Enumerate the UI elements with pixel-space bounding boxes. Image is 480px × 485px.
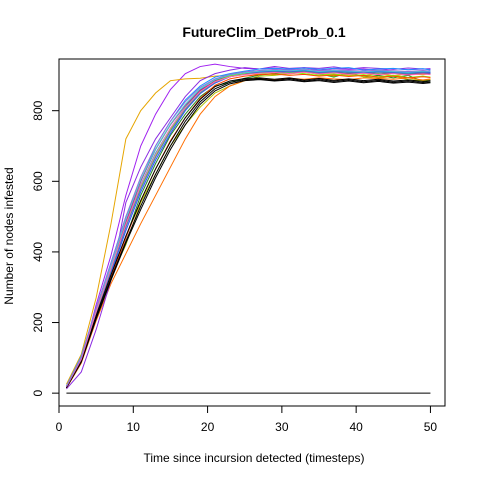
plot-frame	[58, 58, 446, 407]
series-line-21	[65, 68, 431, 387]
series-line-13	[65, 69, 431, 387]
series-line-11	[65, 69, 431, 388]
y-tick-label: 800	[31, 100, 45, 120]
y-tick-label: 400	[31, 242, 45, 262]
y-axis-label: Number of nodes infested	[2, 167, 16, 304]
x-axis-label: Time since incursion detected (timesteps…	[144, 451, 365, 465]
plot-area	[65, 63, 431, 394]
y-tick-label: 200	[31, 312, 45, 332]
y-tick-label: 600	[31, 171, 45, 191]
x-tick-label: 20	[201, 420, 215, 434]
series-line-18	[65, 79, 431, 389]
series-line-6	[66, 66, 431, 390]
series-line-17	[65, 78, 431, 388]
x-tick-label: 50	[424, 420, 438, 434]
series-line-19	[65, 77, 431, 388]
series-layer	[65, 63, 431, 390]
series-line-20	[65, 71, 431, 388]
series-line-15	[65, 73, 431, 389]
x-tick-label: 10	[127, 420, 141, 434]
x-tick-label: 40	[349, 420, 363, 434]
y-tick-label: 0	[31, 389, 45, 396]
x-tick-label: 30	[275, 420, 289, 434]
chart-title: FutureClim_DetProb_0.1	[182, 24, 346, 40]
x-tick-label: 0	[56, 420, 63, 434]
series-line-16	[65, 70, 431, 388]
